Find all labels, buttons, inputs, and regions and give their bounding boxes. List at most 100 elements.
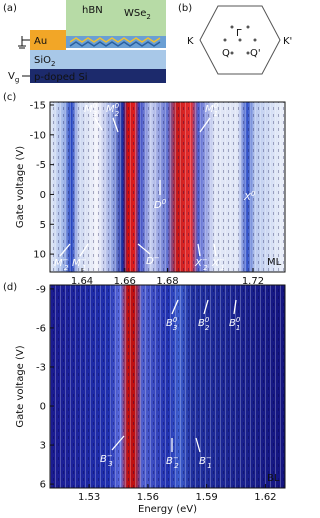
peak-label: B− 1 (199, 454, 212, 470)
heatmap-texture (50, 102, 285, 272)
peak-label-base: M (84, 104, 93, 115)
sample-tag: ML (267, 257, 282, 268)
peak-arrow (195, 437, 201, 453)
panel-label: (a) (3, 3, 17, 14)
peak-label-base: B (100, 454, 107, 465)
peak-label-sub: 1 (214, 110, 218, 118)
layer-label-base: WSe (124, 8, 146, 19)
peak-label-base: M (106, 104, 115, 115)
peak-label-base: D (154, 200, 162, 211)
peak-label-sub: 1 (82, 264, 86, 272)
peak-label-base: M (72, 258, 81, 269)
heatmap-texture (50, 285, 285, 488)
layer-label: hBN (82, 5, 103, 16)
panel-label: (c) (3, 92, 16, 103)
peak-label-sub: 2 (203, 264, 208, 272)
layer-label-sub: 2 (146, 13, 150, 21)
peak-arrow (171, 299, 179, 315)
layer-label: p-doped Si (34, 72, 88, 83)
peak-label: D0 (154, 198, 167, 211)
peak-label-base: D (146, 256, 154, 267)
peak-label-sub: 2 (174, 462, 179, 470)
panel-label: (b) (178, 3, 192, 14)
peak-label-sup: − (219, 256, 225, 264)
x-tick-label: 1.59 (196, 492, 218, 503)
peak-arrow (112, 117, 119, 133)
peak-label: B0 2 (198, 316, 210, 332)
peak-label-sub: 2 (64, 264, 69, 272)
peak-label-base: X (211, 258, 220, 269)
k-point: Γ (236, 28, 242, 39)
peak-label: B0 1 (229, 316, 241, 332)
peak-label-sub: 3 (108, 460, 112, 468)
k-point: K' (283, 36, 292, 47)
peak-label: M0 3 (84, 102, 98, 118)
peak-arrow (233, 299, 237, 315)
x-tick-label: 1.64 (71, 276, 93, 287)
peak-arrow (203, 299, 209, 315)
peak-label-base: X (194, 258, 203, 269)
peak-label: X− 1 (211, 256, 225, 272)
x-tick-label: 1.56 (137, 492, 159, 503)
y-tick-label: -9 (36, 284, 46, 295)
peak-label-base: M (54, 258, 63, 269)
k-point: Q' (250, 48, 261, 59)
gate-label-base: V (8, 71, 15, 82)
peak-label-sup: − (202, 256, 208, 264)
peak-label: M0 1 (205, 102, 219, 118)
peak-label-base: B (166, 318, 173, 329)
peak-label-base: B (166, 456, 173, 467)
x-tick-label: 1.62 (254, 492, 276, 503)
gate-label: Vg (8, 71, 19, 84)
peak-label-sup: − (173, 454, 179, 462)
peak-arrow (199, 117, 211, 133)
peak-label-sub: 2 (205, 324, 210, 332)
sample-tag: BL (267, 473, 280, 484)
k-point: Q (222, 48, 230, 59)
peak-label-sup: 0 (115, 102, 120, 110)
y-tick-label: 0 (40, 402, 46, 413)
peak-label-sup: 0 (214, 102, 219, 110)
layer-label-sub: 2 (51, 60, 55, 68)
peak-arrow (79, 243, 89, 257)
peak-label-sup: 0 (173, 316, 178, 324)
peak-label-base: B (229, 318, 236, 329)
peak-label-base: M (205, 104, 214, 115)
peak-label-sub: 1 (220, 264, 224, 272)
y-tick-label: 0 (40, 190, 46, 201)
peak-label-sup: 0 (205, 316, 210, 324)
y-tick-label: -15 (30, 100, 46, 111)
x-tick-label: 1.72 (242, 276, 264, 287)
peak-label-sub: 2 (115, 110, 120, 118)
plot-frame (49, 284, 286, 489)
y-tick-label: 3 (40, 441, 46, 452)
y-tick-label: -5 (36, 160, 46, 171)
peak-arrow (213, 243, 217, 257)
layer-label: Au (34, 36, 47, 47)
layer-label: SiO2 (34, 55, 55, 68)
peak-label-sub: 3 (173, 324, 177, 332)
peak-label-sup: 0 (162, 198, 167, 206)
layer-label-base: SiO (34, 55, 51, 66)
peak-label-sup: − (206, 454, 212, 462)
x-tick-label: 1.53 (78, 492, 100, 503)
peak-label-sub: 1 (207, 462, 211, 470)
peak-arrow (137, 243, 151, 255)
panel-label: (d) (3, 282, 17, 293)
y-tick-label: -6 (36, 323, 46, 334)
x-tick-label: 1.66 (114, 276, 136, 287)
gate-label-sub: g (15, 76, 19, 84)
peak-label-sup: − (154, 254, 160, 262)
y-axis-label: Gate voltage (V) (15, 345, 26, 427)
peak-label: D− (146, 254, 160, 267)
y-axis-label: Gate voltage (V) (15, 146, 26, 228)
peak-arrow (59, 243, 71, 257)
peak-arrow (111, 435, 125, 451)
peak-label: X0 (243, 190, 256, 203)
y-tick-label: -3 (36, 362, 46, 373)
x-axis-label: Energy (eV) (138, 504, 197, 515)
peak-label-sup: − (63, 256, 69, 264)
peak-label-base: X (243, 192, 252, 203)
x-tick-label: 1.68 (156, 276, 178, 287)
